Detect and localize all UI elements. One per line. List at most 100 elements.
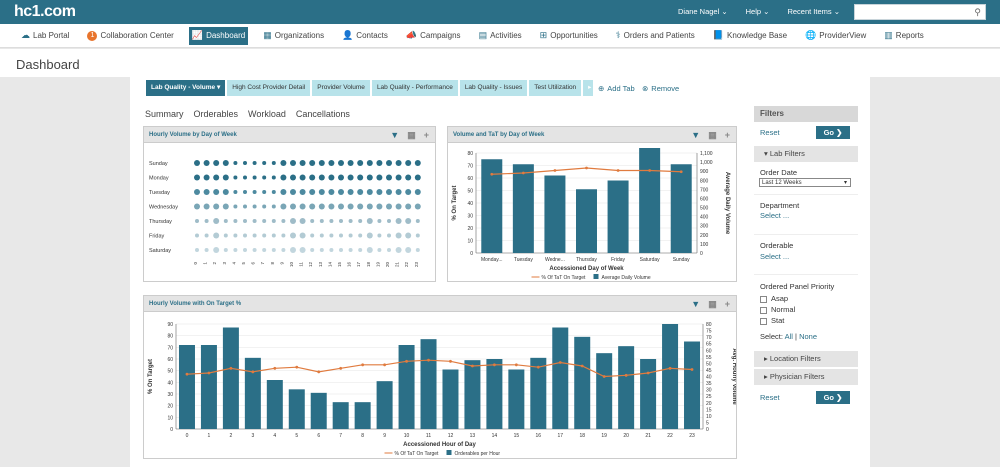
nav-contacts[interactable]: 👤 Contacts (342, 30, 388, 40)
tab-high-cost-provider-detail[interactable]: High Cost Provider Detail (227, 80, 311, 96)
line-point (427, 358, 430, 362)
bar (684, 341, 701, 429)
x-tick-label: 2 (230, 433, 233, 439)
search-input[interactable]: ⚲ (854, 4, 986, 20)
subtab-cancellations[interactable]: Cancellations (295, 109, 350, 119)
subtab-summary[interactable]: Summary (145, 109, 184, 119)
filter-icon[interactable]: ▼ (691, 130, 701, 140)
y2-tick-label: 70 (706, 335, 712, 341)
bar (552, 327, 569, 429)
select-all-link[interactable]: All (784, 332, 793, 341)
go-button[interactable]: Go ❯ (816, 126, 850, 139)
x-tick-label: Sunday (673, 257, 690, 263)
app-logo[interactable]: hc1.com (14, 3, 76, 20)
column-label: 7 (260, 262, 265, 265)
dot (290, 247, 296, 253)
dot (204, 233, 209, 238)
checkbox[interactable] (760, 295, 767, 303)
department-select[interactable]: Select ... (760, 211, 790, 220)
orderable-label: Orderable (760, 241, 794, 250)
subtab-orderables[interactable]: Orderables (193, 109, 239, 119)
filter-icon[interactable]: ▼ (691, 299, 701, 309)
line-point (648, 169, 652, 172)
remove-tab-button[interactable]: ⊗ Remove (642, 84, 680, 93)
priority-asap[interactable]: Asap (760, 294, 788, 303)
line-point (585, 166, 588, 170)
tab-test-utilization[interactable]: Test Utilization (529, 80, 582, 96)
expand-icon[interactable]: + (423, 130, 429, 140)
dot (386, 189, 392, 195)
dot (339, 233, 343, 238)
dot (309, 174, 316, 181)
y2-tick-label: 65 (706, 342, 712, 348)
y2-tick-label: 30 (706, 388, 712, 394)
x-tick-label: 13 (470, 433, 476, 439)
dot (387, 219, 391, 223)
top-bar: hc1.com Diane Nagel ⌄ Help ⌄ Recent Item… (0, 0, 1000, 24)
nav-dashboard[interactable]: 📈 Dashboard (188, 26, 249, 45)
tab-lab-quality-issues[interactable]: Lab Quality - Issues (459, 80, 528, 96)
column-label: 20 (385, 262, 390, 268)
dot (310, 219, 315, 223)
grid-icon[interactable]: ▦ (708, 299, 717, 309)
reset-filters-link-bottom[interactable]: Reset (760, 393, 780, 402)
subtab-workload[interactable]: Workload (248, 109, 286, 119)
filters-title: Filters (754, 106, 858, 122)
dot (203, 174, 210, 181)
tab-lab-quality-performance[interactable]: Lab Quality - Performance (371, 80, 458, 96)
help-menu[interactable]: Help ⌄ (745, 7, 770, 16)
add-tab-button[interactable]: ⊕ Add Tab (598, 84, 635, 93)
priority-stat[interactable]: Stat (760, 316, 784, 325)
dot (357, 203, 364, 210)
order-date-select[interactable]: Last 12 Weeks ▾ (759, 178, 851, 187)
nav-activities[interactable]: ▤ Activities (478, 30, 522, 40)
tab-scroll-button[interactable]: ▸ (583, 80, 594, 96)
filter-icon[interactable]: ▼ (390, 130, 400, 140)
priority-normal[interactable]: Normal (760, 305, 795, 314)
dashboard-tabs: Lab Quality - Volume ▾ High Cost Provide… (146, 80, 594, 96)
checkbox[interactable] (760, 306, 767, 314)
dot (347, 174, 354, 181)
orderable-select[interactable]: Select ... (760, 252, 790, 261)
go-button-bottom[interactable]: Go ❯ (816, 391, 850, 404)
tab-provider-volume[interactable]: Provider Volume (312, 80, 370, 96)
nav-campaigns[interactable]: 📣 Campaigns (405, 30, 461, 40)
search-icon[interactable]: ⚲ (974, 7, 981, 17)
tab-lab-quality-volume[interactable]: Lab Quality - Volume ▾ (146, 80, 226, 96)
dot (395, 218, 402, 224)
y2-tick-label: 0 (706, 427, 709, 433)
bar (481, 159, 503, 253)
nav-reports[interactable]: ▥ Reports (884, 30, 924, 40)
y2-tick-label: 600 (700, 196, 709, 202)
dot (319, 219, 324, 223)
nav-lab-portal[interactable]: ☁ Lab Portal (21, 30, 70, 40)
select-none-link[interactable]: None (799, 332, 818, 341)
nav-orders-and-patients[interactable]: ⚕ Orders and Patients (615, 30, 695, 40)
bar (266, 380, 283, 429)
checkbox[interactable] (760, 317, 767, 325)
location-filters-section[interactable]: ▸ Location Filters (754, 351, 858, 367)
bar (420, 339, 437, 429)
expand-icon[interactable]: + (724, 130, 730, 140)
reset-filters-link[interactable]: Reset (760, 128, 780, 137)
dot (271, 219, 276, 223)
dot (243, 204, 247, 209)
user-menu[interactable]: Diane Nagel ⌄ (677, 7, 728, 16)
dot (329, 219, 334, 223)
nav-organizations[interactable]: ▦ Organizations (263, 30, 325, 40)
expand-icon[interactable]: + (724, 299, 730, 309)
nav-collaboration-center[interactable]: 1 Collaboration Center (84, 27, 176, 45)
x-tick-label: 10 (404, 433, 410, 439)
nav-providerview[interactable]: 🌐 ProviderView (805, 30, 867, 40)
nav-opportunities[interactable]: ⊞ Opportunities (539, 30, 598, 40)
grid-icon[interactable]: ▦ (708, 130, 717, 140)
y2-tick-label: 15 (706, 407, 712, 413)
recent-items-menu[interactable]: Recent Items ⌄ (787, 7, 840, 16)
nav-knowledge-base[interactable]: 📘 Knowledge Base (712, 30, 788, 40)
dot (290, 203, 296, 210)
grid-icon[interactable]: ▦ (407, 130, 416, 140)
x-tick-label: 23 (689, 433, 695, 439)
lab-filters-section[interactable]: ▾ Lab Filters (754, 146, 858, 162)
hourly-on-target-chart: 0102030405060708090051015202530354045505… (148, 322, 737, 457)
physician-filters-section[interactable]: ▸ Physician Filters (754, 369, 858, 385)
